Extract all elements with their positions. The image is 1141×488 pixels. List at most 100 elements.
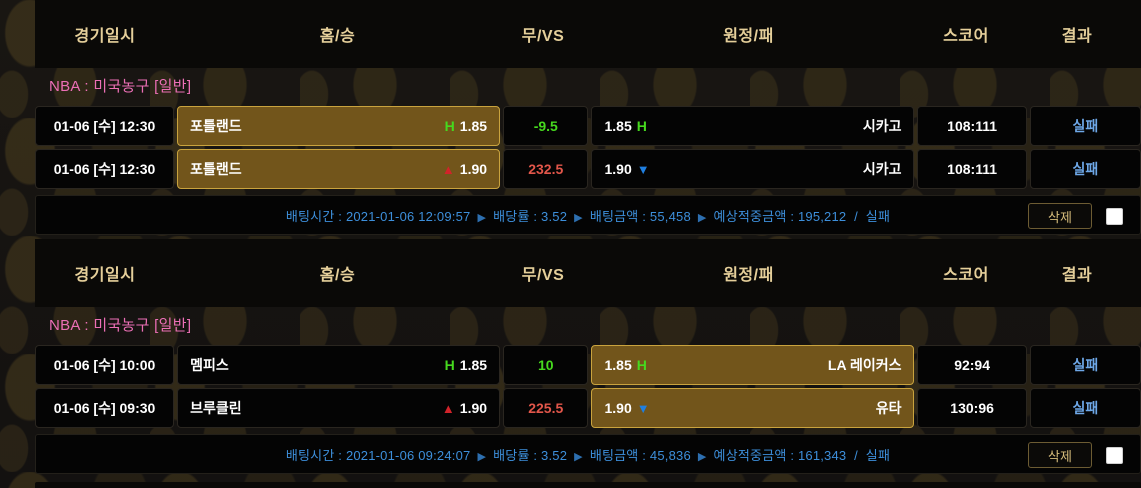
bet-time-value: 2021-01-06 09:24:07: [345, 447, 471, 463]
slip-summary-bar: 배팅시간 : 2021-01-06 12:09:57 ▶ 배당률 : 3.52 ▶ 배팅…: [35, 195, 1141, 235]
slip-status: 실패: [865, 208, 891, 224]
payout-label: 예상적중금액 :: [713, 447, 798, 463]
away-bet-cell[interactable]: 1.90 ▼ 시카고: [591, 149, 915, 189]
separator-arrow-icon: ▶: [697, 450, 707, 463]
column-header-home: 홈/승: [319, 267, 356, 284]
game-row: 01-06 [수] 12:30 포틀랜드 ▲ 1.90 232.5 1.90 ▼ 시카고 108…: [35, 149, 1141, 189]
line-value-cell[interactable]: 232.5: [503, 149, 589, 189]
away-team-name: 시카고: [862, 161, 902, 177]
column-header-result: 결과: [1061, 28, 1093, 45]
column-header-mid: 무/VS: [521, 267, 565, 284]
game-date-cell: 01-06 [수] 12:30: [35, 149, 175, 189]
home-odds-value: 1.90: [459, 400, 488, 416]
bet-slip: 경기일시 홈/승 무/VS 원정/패 스코어 결과 NBA : 미국농구 [일반] 01-06…: [35, 0, 1141, 235]
total-odds-label: 배당률 :: [493, 208, 542, 224]
away-bet-cell[interactable]: 1.90 ▼ 유타: [591, 388, 915, 428]
away-odds-group: 1.85 H: [604, 118, 646, 134]
result-badge: 실패: [1072, 400, 1099, 416]
column-header-row: 경기일시 홈/승 무/VS 원정/패 스코어 결과: [35, 0, 1141, 68]
handicap-h-icon: H: [444, 357, 455, 373]
home-odds-value: 1.85: [459, 118, 488, 134]
home-odds-group: ▲ 1.90: [442, 161, 487, 177]
stake-value: 55,458: [649, 208, 691, 224]
column-header-score: 스코어: [943, 28, 989, 45]
column-header-away: 원정/패: [723, 28, 774, 45]
separator-arrow-icon: ▶: [697, 211, 707, 224]
delete-slip-button[interactable]: 삭제: [1028, 442, 1092, 468]
away-team-name: 시카고: [862, 118, 902, 134]
arrow-down-icon: ▼: [636, 161, 650, 177]
line-value-cell[interactable]: 225.5: [503, 388, 589, 428]
away-odds-value: 1.85: [604, 357, 632, 373]
column-header-date: 경기일시: [74, 28, 136, 45]
line-value: 10: [537, 357, 554, 373]
handicap-h-icon: H: [636, 357, 647, 373]
away-odds-value: 1.90: [604, 400, 632, 416]
away-bet-cell[interactable]: 1.85 H LA 레이커스: [591, 345, 915, 385]
slip-status: 실패: [865, 447, 891, 463]
home-bet-cell[interactable]: 포틀랜드 H 1.85: [177, 106, 501, 146]
select-slip-checkbox[interactable]: [1106, 207, 1123, 225]
payout-value: 161,343: [797, 447, 847, 463]
separator-arrow-icon: ▶: [574, 211, 583, 224]
separator-arrow-icon: ▶: [477, 450, 487, 463]
arrow-up-icon: ▲: [441, 161, 455, 177]
league-label: NBA : 미국농구 [일반]: [49, 78, 192, 95]
slip-actions: 삭제: [1028, 196, 1132, 236]
home-team-name: 포틀랜드: [190, 161, 242, 177]
league-label: NBA : 미국농구 [일반]: [49, 317, 192, 334]
game-row: 01-06 [수] 09:30 브루클린 ▲ 1.90 225.5 1.90 ▼ 유타 130:…: [35, 388, 1141, 428]
handicap-h-icon: H: [636, 118, 647, 134]
arrow-down-icon: ▼: [636, 400, 650, 416]
home-bet-cell[interactable]: 브루클린 ▲ 1.90: [177, 388, 501, 428]
away-odds-value: 1.90: [604, 161, 632, 177]
away-odds-value: 1.85: [604, 118, 632, 134]
column-header-row: 경기일시 홈/승 무/VS 원정/패 스코어 결과: [35, 239, 1141, 307]
arrow-up-icon: ▲: [441, 400, 455, 416]
separator-arrow-icon: ▶: [477, 211, 487, 224]
home-odds-group: H 1.85: [445, 118, 487, 134]
home-bet-cell[interactable]: 멤피스 H 1.85: [177, 345, 501, 385]
line-value: -9.5: [533, 118, 558, 134]
home-team-name: 멤피스: [190, 357, 229, 373]
line-value-cell[interactable]: 10: [503, 345, 589, 385]
slip-summary-text: 배팅시간 : 2021-01-06 09:24:07 ▶ 배당률 : 3.52 ▶ 배팅…: [286, 445, 890, 464]
game-date-cell: 01-06 [수] 10:00: [35, 345, 175, 385]
home-odds-group: ▲ 1.90: [442, 400, 487, 416]
away-odds-group: 1.85 H: [604, 357, 646, 373]
bet-time-label: 배팅시간 :: [285, 208, 346, 224]
delete-slip-button[interactable]: 삭제: [1028, 203, 1092, 229]
payout-value: 195,212: [797, 208, 847, 224]
result-badge: 실패: [1072, 161, 1099, 177]
total-odds-label: 배당률 :: [493, 447, 542, 463]
column-header-result: 결과: [1061, 267, 1093, 284]
line-value-cell[interactable]: -9.5: [503, 106, 589, 146]
payout-label: 예상적중금액 :: [713, 208, 798, 224]
line-value: 232.5: [528, 161, 564, 177]
total-odds-value: 3.52: [541, 447, 568, 463]
stake-label: 배팅금액 :: [589, 447, 650, 463]
score-cell: 108:111: [917, 106, 1027, 146]
home-bet-cell[interactable]: 포틀랜드 ▲ 1.90: [177, 149, 501, 189]
score-cell: 108:111: [917, 149, 1027, 189]
slip-summary-text: 배팅시간 : 2021-01-06 12:09:57 ▶ 배당률 : 3.52 ▶ 배팅…: [286, 206, 890, 225]
away-bet-cell[interactable]: 1.85 H 시카고: [591, 106, 915, 146]
result-cell: 실패: [1029, 345, 1141, 385]
away-team-name: LA 레이커스: [827, 357, 902, 373]
home-odds-value: 1.85: [459, 357, 488, 373]
column-header-date: 경기일시: [74, 267, 136, 284]
select-slip-checkbox[interactable]: [1106, 446, 1123, 464]
handicap-h-icon: H: [444, 118, 455, 134]
next-column-header-partial: [35, 482, 1141, 488]
home-odds-value: 1.90: [459, 161, 488, 177]
away-odds-group: 1.90 ▼: [604, 400, 649, 416]
total-odds-value: 3.52: [541, 208, 568, 224]
summary-slash: /: [850, 447, 862, 463]
game-date-cell: 01-06 [수] 12:30: [35, 106, 175, 146]
result-cell: 실패: [1029, 388, 1141, 428]
summary-slash: /: [850, 208, 862, 224]
column-header-home: 홈/승: [319, 28, 356, 45]
home-team-name: 브루클린: [190, 400, 242, 416]
stake-label: 배팅금액 :: [589, 208, 650, 224]
game-row: 01-06 [수] 10:00 멤피스 H 1.85 10 1.85 H LA 레이커스 92:…: [35, 345, 1141, 385]
